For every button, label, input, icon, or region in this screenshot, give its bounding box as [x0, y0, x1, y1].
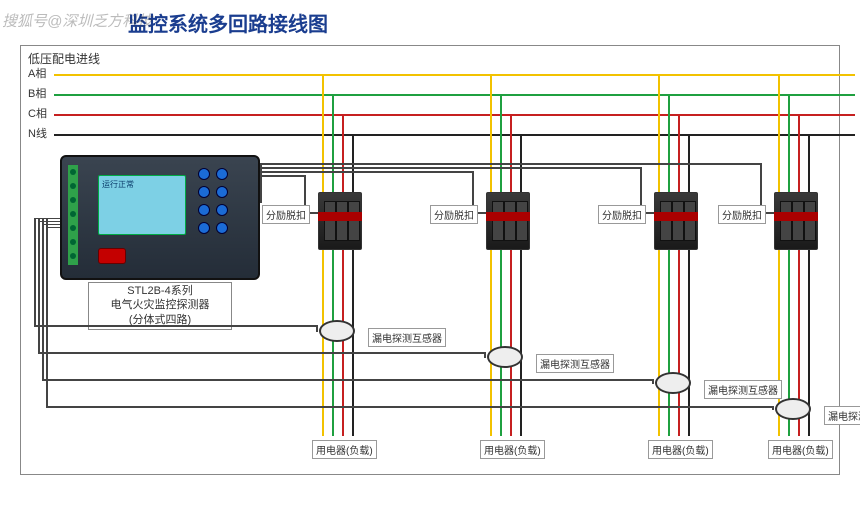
- caption-line2: 电气火灾监控探测器: [100, 298, 220, 312]
- shunt-trip-label: 分励脱扣: [598, 205, 646, 224]
- ct-trunk-3: [46, 218, 48, 407]
- circuit-breaker: [774, 192, 818, 250]
- drop-2-2: [678, 114, 680, 192]
- shunt-drop-3: [260, 163, 262, 203]
- drop-1-0: [490, 74, 492, 192]
- drop-2-1: [668, 94, 670, 192]
- drop-0-1: [332, 94, 334, 192]
- out-0-3: [352, 250, 354, 436]
- out-0-0: [322, 250, 324, 436]
- ct-run-3: [46, 406, 772, 408]
- ct-label: 漏电探测互感器: [368, 328, 446, 347]
- drop-3-1: [788, 94, 790, 192]
- phase-label: B相: [28, 85, 46, 101]
- out-2-3: [688, 250, 690, 436]
- ct-run-2: [42, 379, 652, 381]
- shunt-run-1: [260, 171, 472, 173]
- drop-3-2: [798, 114, 800, 192]
- circuit-breaker: [318, 192, 362, 250]
- ct-trunk-2: [42, 218, 44, 380]
- ct-trunk-1: [38, 218, 40, 353]
- load-label: 用电器(负载): [768, 440, 833, 459]
- shunt-run-2: [260, 167, 640, 169]
- leakage-ct: [487, 346, 523, 368]
- caption-line3: (分体式四路): [100, 313, 220, 327]
- out-1-1: [500, 250, 502, 436]
- leakage-ct: [655, 372, 691, 394]
- drop-1-1: [500, 94, 502, 192]
- out-2-1: [668, 250, 670, 436]
- circuit-breaker: [486, 192, 530, 250]
- ct-trunk-0: [34, 218, 36, 326]
- leakage-ct: [775, 398, 811, 420]
- phase-bus-N线: [54, 134, 855, 136]
- drop-1-2: [510, 114, 512, 192]
- out-0-2: [342, 250, 344, 436]
- drop-3-0: [778, 74, 780, 192]
- ct-into-2: [42, 224, 60, 226]
- diagram-title: 监控系统多回路接线图: [128, 8, 328, 37]
- ct-label: 漏电探测互感器: [704, 380, 782, 399]
- shunt-run-3: [260, 163, 760, 165]
- leakage-ct: [319, 320, 355, 342]
- phase-bus-B相: [54, 94, 855, 96]
- watermark: 搜狐号@深圳乏方科技: [2, 10, 152, 31]
- ct-stub-0: [316, 325, 318, 332]
- load-label: 用电器(负载): [648, 440, 713, 459]
- shunt-trip-label: 分励脱扣: [718, 205, 766, 224]
- shunt-run-0: [260, 175, 304, 177]
- ct-label: 漏电探测互感器: [824, 406, 860, 425]
- ct-stub-1: [484, 352, 486, 358]
- out-1-3: [520, 250, 522, 436]
- out-2-0: [658, 250, 660, 436]
- out-1-2: [510, 250, 512, 436]
- out-1-0: [490, 250, 492, 436]
- out-2-2: [678, 250, 680, 436]
- ct-stub-3: [772, 406, 774, 410]
- phase-label: A相: [28, 65, 46, 81]
- drop-2-0: [658, 74, 660, 192]
- load-label: 用电器(负载): [480, 440, 545, 459]
- ct-run-1: [38, 352, 484, 354]
- drop-0-2: [342, 114, 344, 192]
- phase-label: N线: [28, 125, 47, 141]
- shunt-trip-label: 分励脱扣: [262, 205, 310, 224]
- caption-line1: STL2B-4系列: [100, 284, 220, 298]
- detector-device: 运行正常: [60, 155, 260, 280]
- ct-into-3: [46, 227, 60, 229]
- phase-bus-C相: [54, 114, 855, 116]
- phase-bus-A相: [54, 74, 855, 76]
- out-0-1: [332, 250, 334, 436]
- shunt-trip-label: 分励脱扣: [430, 205, 478, 224]
- phase-label: C相: [28, 105, 47, 121]
- ct-label: 漏电探测互感器: [536, 354, 614, 373]
- drop-3-3: [808, 134, 810, 192]
- detector-caption: STL2B-4系列 电气火灾监控探测器 (分体式四路): [100, 284, 220, 327]
- ct-stub-2: [652, 379, 654, 384]
- circuit-breaker: [654, 192, 698, 250]
- drop-0-0: [322, 74, 324, 192]
- load-label: 用电器(负载): [312, 440, 377, 459]
